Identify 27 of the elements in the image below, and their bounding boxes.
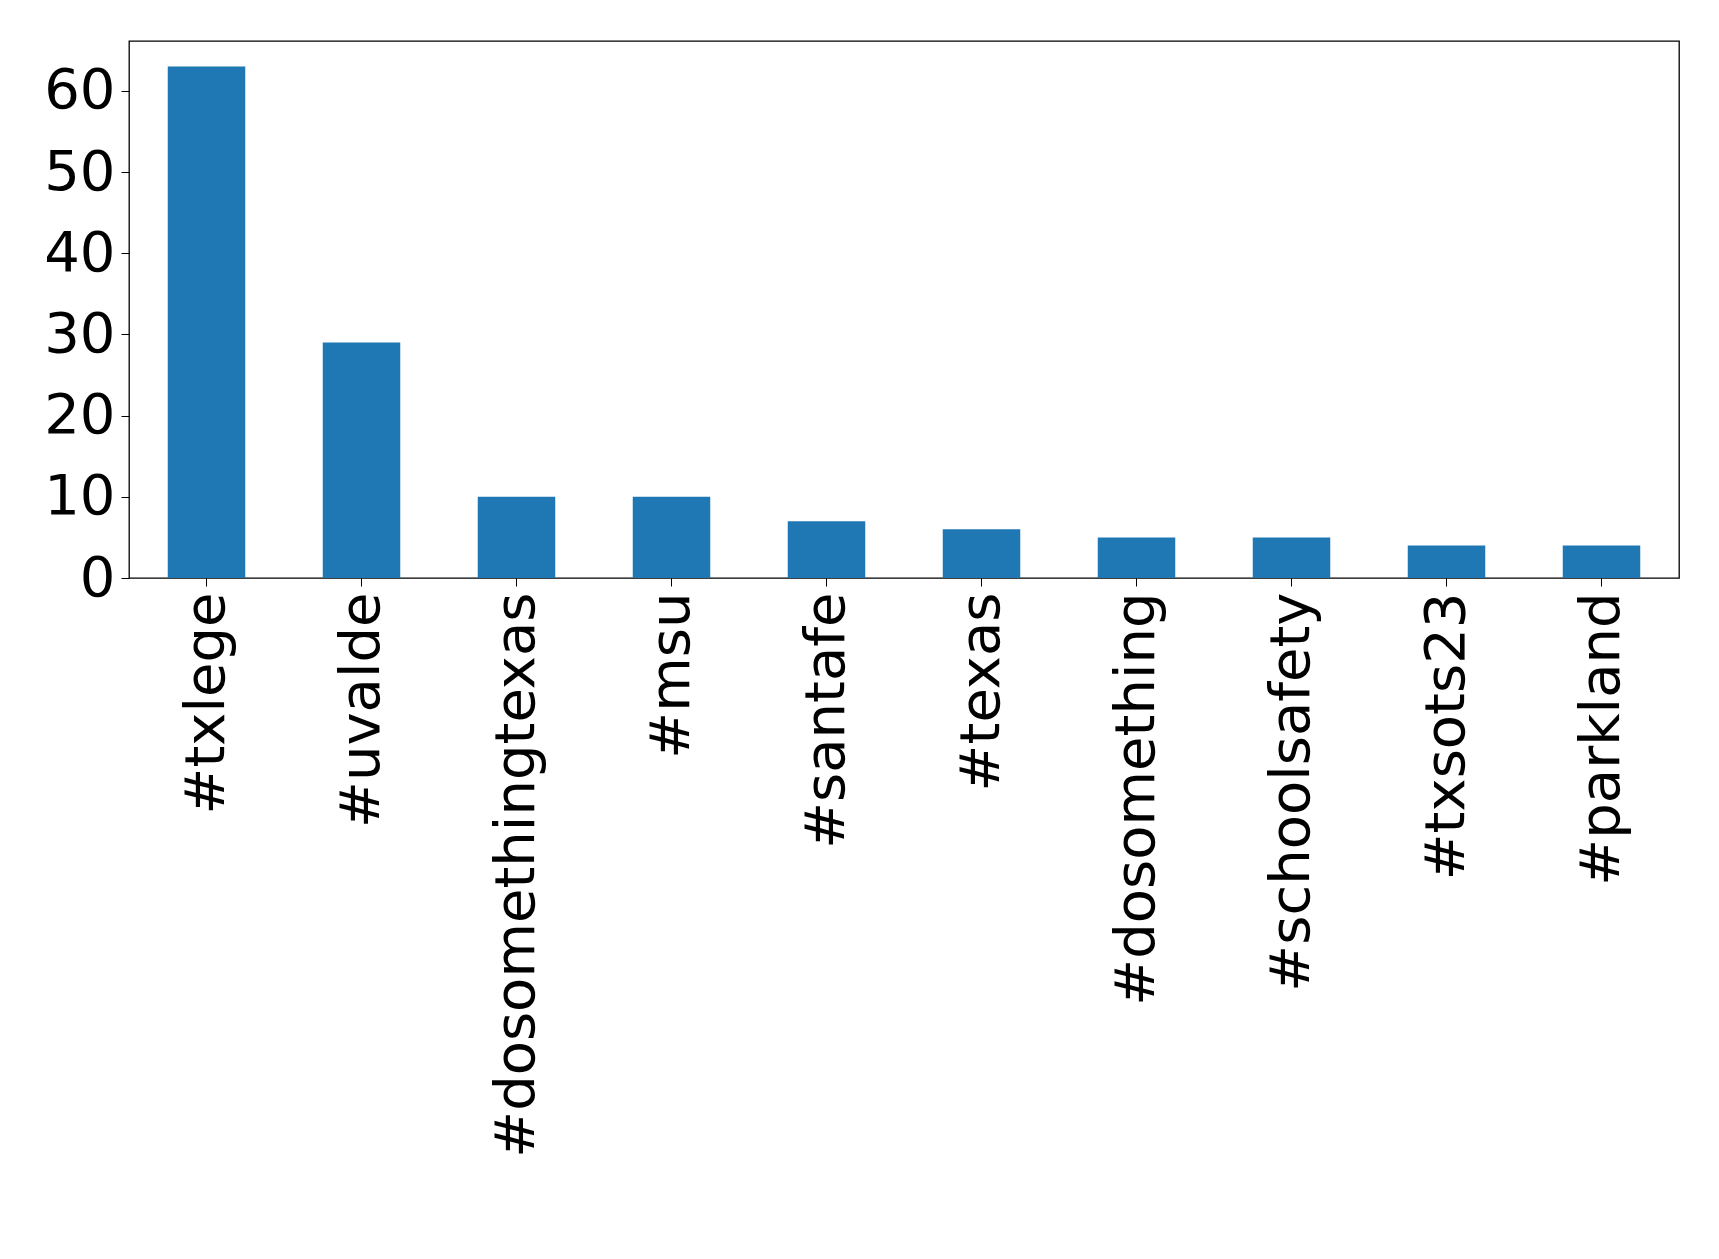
bar [1407,545,1486,578]
bar [477,496,556,578]
y-tick-label: 20 [44,381,116,447]
x-tick-label: #txsots23 [1411,592,1477,881]
bar [942,529,1021,578]
bar [1562,545,1641,578]
bar [1097,537,1176,578]
x-tick-label: #dosomethingtexas [481,592,547,1158]
x-tick-label: #texas [946,592,1012,792]
bar [167,66,246,578]
x-tick-label: #dosomething [1101,592,1167,1006]
y-tick-label: 0 [79,543,116,609]
bar [322,342,401,578]
y-tick-label: 50 [44,137,116,203]
bar [787,521,866,578]
x-tick-label: #txlege [171,592,237,815]
y-tick-label: 60 [44,56,116,122]
x-tick-label: #parkland [1566,592,1632,886]
bar [632,496,711,578]
y-tick-label: 40 [44,218,116,284]
x-tick-label: #schoolsafety [1256,592,1322,992]
y-tick-label: 30 [44,299,116,365]
bar [1252,537,1331,578]
x-tick-label: #uvalde [326,592,392,828]
x-tick-label: #msu [636,592,702,759]
x-tick-label: #santafe [791,592,857,849]
y-tick-label: 10 [44,462,116,528]
